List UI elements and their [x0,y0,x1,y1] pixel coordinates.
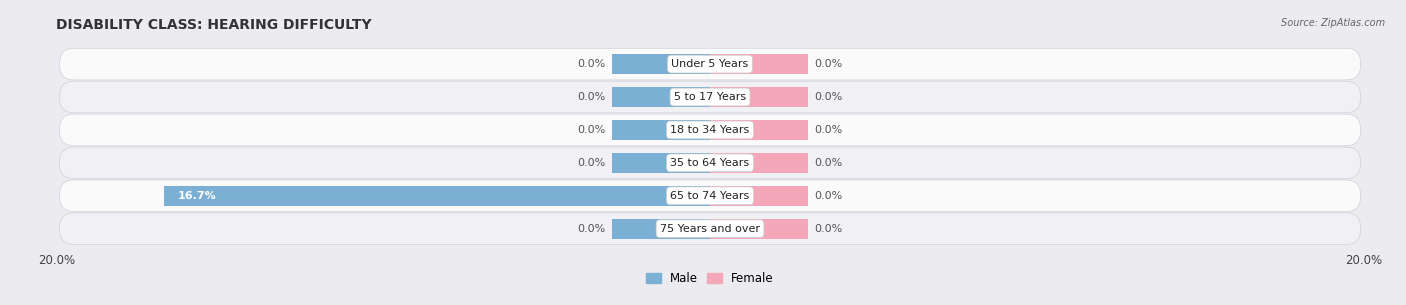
Text: 0.0%: 0.0% [814,158,842,168]
Text: 0.0%: 0.0% [578,158,606,168]
FancyBboxPatch shape [59,48,1361,80]
Bar [612,219,710,239]
Bar [710,54,808,74]
FancyBboxPatch shape [59,81,1361,113]
Text: DISABILITY CLASS: HEARING DIFFICULTY: DISABILITY CLASS: HEARING DIFFICULTY [56,18,371,32]
Bar [612,87,710,107]
Text: Under 5 Years: Under 5 Years [672,59,748,69]
Text: 65 to 74 Years: 65 to 74 Years [671,191,749,201]
FancyBboxPatch shape [59,180,1361,212]
Bar [612,120,710,140]
Bar [710,120,808,140]
Text: 0.0%: 0.0% [578,125,606,135]
Text: 0.0%: 0.0% [814,92,842,102]
Text: 0.0%: 0.0% [814,59,842,69]
Legend: Male, Female: Male, Female [641,267,779,290]
Text: 0.0%: 0.0% [814,191,842,201]
Text: 0.0%: 0.0% [814,125,842,135]
Bar [612,153,710,173]
Text: 35 to 64 Years: 35 to 64 Years [671,158,749,168]
Bar [165,186,710,206]
Text: 0.0%: 0.0% [814,224,842,234]
Bar [710,153,808,173]
Bar [710,87,808,107]
Text: 5 to 17 Years: 5 to 17 Years [673,92,747,102]
Text: 16.7%: 16.7% [177,191,217,201]
FancyBboxPatch shape [59,213,1361,245]
Text: Source: ZipAtlas.com: Source: ZipAtlas.com [1281,18,1385,28]
Text: 0.0%: 0.0% [578,59,606,69]
FancyBboxPatch shape [59,147,1361,179]
Bar [710,186,808,206]
Text: 0.0%: 0.0% [578,224,606,234]
Text: 75 Years and over: 75 Years and over [659,224,761,234]
FancyBboxPatch shape [59,114,1361,146]
Text: 0.0%: 0.0% [578,92,606,102]
Bar [612,54,710,74]
Text: 18 to 34 Years: 18 to 34 Years [671,125,749,135]
Bar [710,219,808,239]
